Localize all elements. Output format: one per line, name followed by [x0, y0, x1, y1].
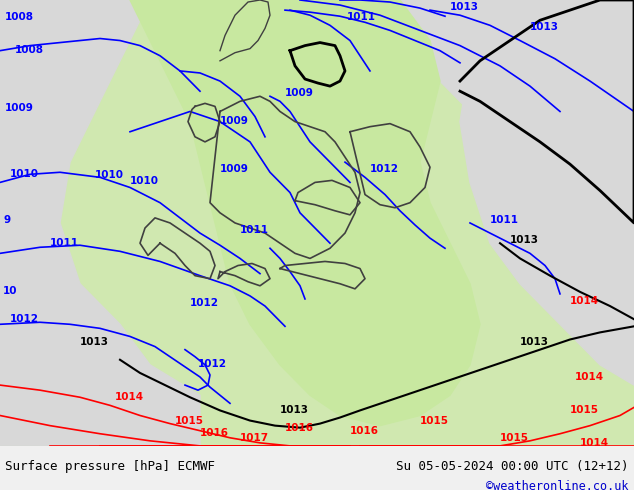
Text: 1009: 1009: [220, 164, 249, 174]
Text: 1017: 1017: [240, 433, 269, 443]
Text: 1013: 1013: [80, 337, 109, 346]
Text: 1011: 1011: [240, 225, 269, 235]
Polygon shape: [400, 0, 634, 344]
Text: 1015: 1015: [500, 433, 529, 443]
Text: 1011: 1011: [50, 238, 79, 248]
Text: 1010: 1010: [10, 170, 39, 179]
Polygon shape: [0, 0, 200, 446]
Text: 1013: 1013: [510, 235, 539, 245]
Text: 9: 9: [3, 215, 10, 225]
Polygon shape: [260, 0, 380, 71]
Polygon shape: [460, 0, 634, 385]
Text: 1013: 1013: [530, 23, 559, 32]
Text: 1012: 1012: [370, 164, 399, 174]
Text: 1015: 1015: [175, 416, 204, 426]
Text: 1013: 1013: [450, 2, 479, 12]
Text: 1016: 1016: [350, 426, 379, 436]
Text: 1012: 1012: [10, 314, 39, 324]
Text: 1008: 1008: [5, 12, 34, 22]
Polygon shape: [130, 0, 480, 426]
Text: 1011: 1011: [490, 215, 519, 225]
Text: 1016: 1016: [200, 428, 229, 438]
Text: 1014: 1014: [580, 438, 609, 448]
Text: 1012: 1012: [198, 359, 227, 369]
Text: 1008: 1008: [15, 45, 44, 55]
Text: 1012: 1012: [190, 298, 219, 308]
Text: 1015: 1015: [420, 416, 449, 426]
Text: 1014: 1014: [575, 372, 604, 382]
Text: 1014: 1014: [115, 392, 144, 402]
Text: 1015: 1015: [570, 405, 599, 416]
Text: ©weatheronline.co.uk: ©weatheronline.co.uk: [486, 480, 629, 490]
Text: 1011: 1011: [347, 12, 376, 22]
Text: 1011: 1011: [355, 0, 384, 2]
Text: 1009: 1009: [285, 88, 314, 98]
Text: 1016: 1016: [285, 423, 314, 433]
Text: 1014: 1014: [570, 296, 599, 306]
Text: 1009: 1009: [220, 116, 249, 125]
Text: 1013: 1013: [520, 337, 549, 346]
Text: 1013: 1013: [280, 405, 309, 416]
Text: 10: 10: [3, 286, 18, 296]
Text: 1009: 1009: [5, 103, 34, 114]
Text: Su 05-05-2024 00:00 UTC (12+12): Su 05-05-2024 00:00 UTC (12+12): [396, 460, 629, 473]
Text: 1010: 1010: [130, 176, 159, 186]
Text: Surface pressure [hPa] ECMWF: Surface pressure [hPa] ECMWF: [5, 460, 215, 473]
Text: 1010: 1010: [95, 171, 124, 180]
